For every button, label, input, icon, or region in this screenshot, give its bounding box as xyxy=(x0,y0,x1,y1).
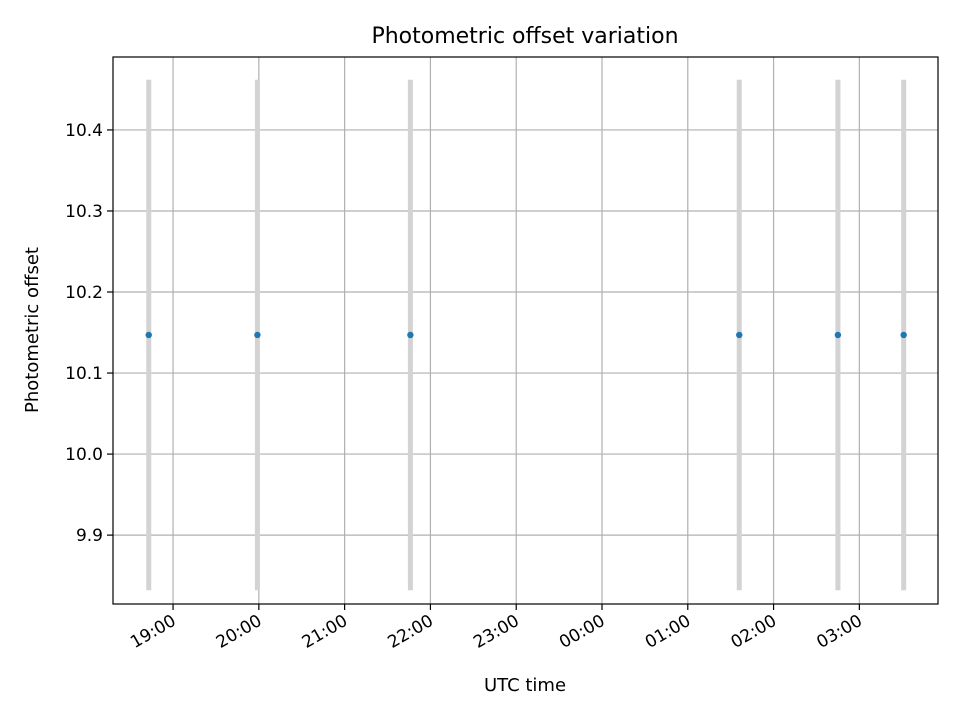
data-point xyxy=(407,331,414,339)
x-tick-label: 03:00 xyxy=(813,611,865,653)
x-tick-label: 02:00 xyxy=(728,611,780,653)
y-axis-ticks: 9.9 10.0 10.1 10.2 10.3 10.4 xyxy=(65,121,113,546)
data-point xyxy=(145,331,152,339)
chart-title: Photometric offset variation xyxy=(371,24,678,49)
x-tick-label: 23:00 xyxy=(470,611,522,653)
x-tick-label: 21:00 xyxy=(299,611,351,653)
data-point xyxy=(736,331,743,339)
x-tick-label: 19:00 xyxy=(127,611,179,653)
x-axis-label: UTC time xyxy=(484,675,566,696)
y-tick-label: 10.1 xyxy=(65,364,103,384)
y-tick-label: 10.4 xyxy=(65,121,103,141)
data-point xyxy=(900,331,907,339)
grid xyxy=(113,57,938,604)
x-axis-ticks: 19:00 20:00 21:00 22:00 23:00 00:00 01:00 02:00… xyxy=(127,604,866,653)
data-point xyxy=(834,331,842,339)
x-tick-label: 00:00 xyxy=(556,611,608,653)
y-tick-label: 10.0 xyxy=(65,445,103,465)
x-tick-label: 22:00 xyxy=(384,611,436,653)
error-bars xyxy=(146,79,907,591)
data-points xyxy=(145,331,907,339)
y-axis-label: Photometric offset xyxy=(22,247,43,413)
y-tick-label: 10.3 xyxy=(65,202,103,222)
x-tick-label: 01:00 xyxy=(642,611,694,653)
data-point xyxy=(254,331,261,339)
x-tick-label: 20:00 xyxy=(213,611,265,653)
plot-area-frame xyxy=(112,56,939,605)
y-tick-label: 9.9 xyxy=(76,526,103,546)
y-tick-label: 10.2 xyxy=(65,283,103,303)
